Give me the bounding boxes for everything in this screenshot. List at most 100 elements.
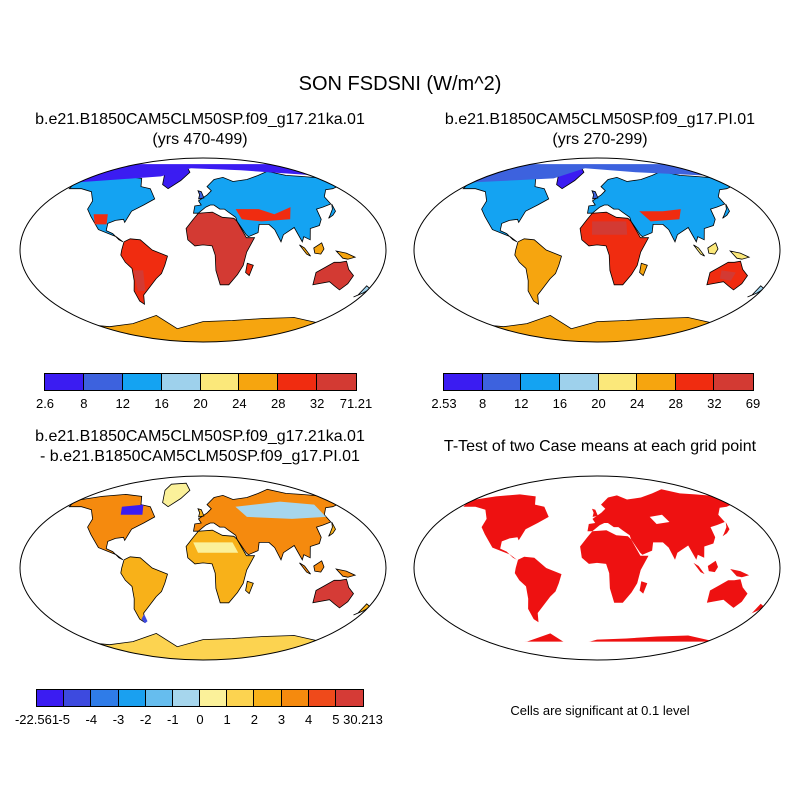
landmass-southamerica — [120, 556, 168, 623]
colorbar-tick-label: 8 — [80, 396, 88, 411]
landmass-uk — [197, 190, 205, 200]
colorbar-tick-label: 2.6 — [35, 396, 55, 411]
colorbar-cell — [238, 373, 280, 391]
colorbar-cell — [481, 373, 523, 391]
colorbar-tick-label: 8 — [479, 396, 487, 411]
panel-ttest-title-line1: T-Test of two Case means at each grid po… — [443, 438, 757, 455]
colorbar-tick-label: 16 — [552, 396, 568, 411]
colorbar-cell — [316, 373, 357, 391]
colorbar-tick-label: 20 — [193, 396, 208, 411]
field-patch — [470, 641, 724, 660]
panel-diff-title-line2: - b.e21.B1850CAM5CLM50SP.f09_g17.PI.01 — [40, 448, 360, 465]
field-patch — [75, 164, 330, 183]
colorbar-tick-label: 1 — [223, 712, 231, 727]
colorbar-difference — [36, 689, 364, 707]
landmass-newguinea — [729, 250, 751, 260]
colorbar-cell — [199, 373, 241, 391]
landmass-australia — [312, 260, 354, 291]
map-land-layer — [462, 164, 765, 342]
panel-diff-title-line1: b.e21.B1850CAM5CLM50SP.f09_g17.21ka.01 — [35, 428, 365, 445]
colorbar-cell — [277, 373, 319, 391]
landmass-sumatra — [299, 244, 311, 257]
colorbar-tick-label: -4 — [85, 712, 98, 727]
field-patch — [469, 164, 724, 183]
landmass-eurasia — [587, 489, 736, 560]
panel-case1-title: b.e21.B1850CAM5CLM50SP.f09_g17.21ka.01 (… — [0, 110, 400, 150]
landmass-southamerica — [514, 556, 562, 623]
landmass-sumatra — [693, 244, 705, 257]
field-patch — [93, 214, 108, 225]
colorbar-case1 — [44, 373, 357, 391]
map-land-layer — [463, 480, 765, 660]
colorbar-cell — [280, 689, 310, 707]
landmass-greenland — [162, 482, 191, 508]
colorbar-tick-label: 69 — [745, 396, 761, 411]
colorbar-tick-label: 4 — [305, 712, 313, 727]
colorbar-tick-label: -1 — [167, 712, 179, 727]
field-patch — [141, 614, 148, 624]
colorbar-cell — [121, 373, 163, 391]
panel-case1-title-line1: b.e21.B1850CAM5CLM50SP.f09_g17.21ka.01 — [35, 111, 365, 128]
colorbar-tick-label: -2 — [139, 712, 152, 727]
landmass-southamerica — [120, 238, 168, 305]
colorbar-cell — [636, 373, 677, 391]
landmass-japan — [722, 203, 730, 219]
landmass-africa — [185, 211, 256, 286]
landmass-northamerica — [68, 493, 156, 561]
colorbar-cell — [253, 689, 283, 707]
colorbar-cell — [160, 373, 202, 391]
colorbar-cell — [82, 373, 124, 391]
field-patch — [193, 542, 239, 553]
landmass-antarctica — [470, 314, 718, 342]
landmass-madagascar — [245, 580, 254, 595]
landmass-africa — [580, 530, 649, 603]
field-patch — [133, 270, 146, 291]
colorbar-case2 — [443, 373, 754, 391]
colorbar-tick-label: 16 — [154, 396, 169, 411]
colorbar-cell — [199, 689, 229, 707]
landmass-japan — [328, 521, 336, 537]
colorbar-cell — [674, 373, 716, 391]
colorbar-tick-label: 24 — [232, 396, 247, 411]
landmass-uk — [197, 508, 205, 518]
field-patch — [235, 207, 291, 222]
landmass-borneo — [707, 242, 719, 255]
map-border — [19, 475, 387, 661]
landmass-antarctica — [76, 632, 324, 660]
colorbar-tick-label: 20 — [591, 396, 606, 411]
map-land-layer — [68, 482, 371, 660]
map-case1 — [19, 157, 387, 343]
colorbar-case2-ticks: 2.53 8 12 16 20 24 28 32 69 — [431, 396, 760, 412]
colorbar-case1-ticks: 2.6 8 12 16 20 24 28 32 71.21 — [36, 396, 372, 412]
field-patch — [481, 480, 715, 495]
map-border — [413, 475, 781, 661]
panel-case2-title-line2: (yrs 270-299) — [552, 131, 648, 148]
colorbar-tick-label: 32 — [707, 396, 722, 411]
landmass-japan — [328, 203, 336, 219]
field-patch — [235, 501, 326, 519]
colorbar-cell — [36, 689, 66, 707]
colorbar-tick-label: 32 — [309, 396, 325, 411]
colorbar-cell — [597, 373, 639, 391]
colorbar-cell — [144, 689, 174, 707]
field-patch — [649, 514, 670, 524]
colorbar-cell — [334, 689, 364, 707]
landmass-uk — [591, 190, 599, 200]
landmass-borneo — [707, 560, 718, 573]
panel-ttest-title: T-Test of two Case means at each grid po… — [400, 437, 800, 457]
colorbar-cell — [558, 373, 600, 391]
landmass-antarctica — [76, 314, 324, 342]
colorbar-cell — [713, 373, 754, 391]
map-case2 — [413, 157, 781, 343]
landmass-sumatra — [693, 562, 705, 575]
colorbar-cell — [63, 689, 93, 707]
landmass-newguinea — [335, 250, 357, 260]
map-border — [413, 157, 781, 343]
colorbar-tick-label: 0 — [196, 712, 204, 727]
landmass-eurasia — [193, 170, 343, 243]
map-land-layer — [68, 164, 371, 342]
map-ttest — [413, 475, 781, 661]
colorbar-tick-label: 5 — [332, 712, 340, 727]
colorbar-difference-ticks: -22.561 -5 -4 -3 -2 -1 0 1 2 3 4 5 30.213 — [15, 712, 383, 728]
landmass-japan — [722, 522, 730, 537]
